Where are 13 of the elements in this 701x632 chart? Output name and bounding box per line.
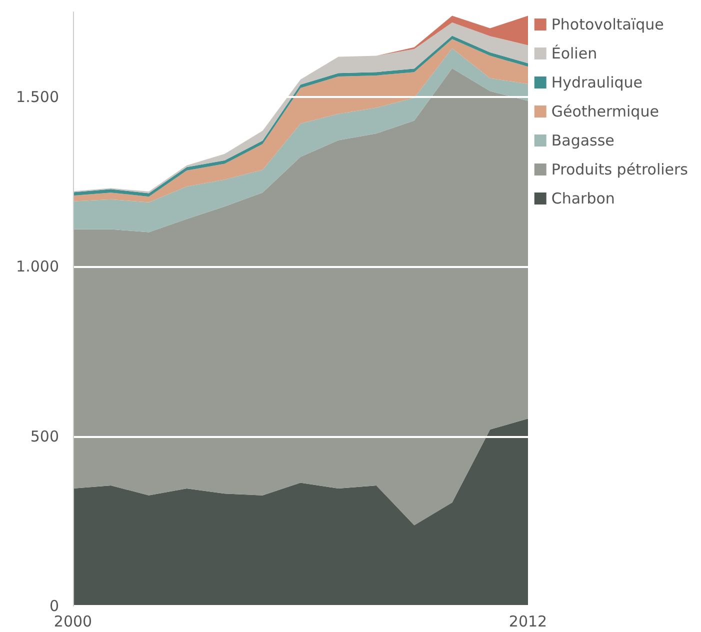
legend-label: Photovoltaïque [551, 16, 664, 34]
x-tick-label: 2000 [54, 612, 92, 630]
legend-label: Bagasse [551, 132, 614, 150]
y-tick-label: 1.000 [16, 258, 59, 276]
legend-label: Hydraulique [551, 74, 642, 92]
y-tick-label: 1.500 [16, 88, 59, 106]
legend-label: Géothermique [551, 102, 659, 120]
y-tick-label: 0 [49, 597, 59, 615]
y-tick-label: 500 [30, 427, 59, 446]
legend-label: Charbon [551, 190, 615, 208]
x-tick-label: 2012 [508, 612, 548, 630]
legend-label: Produits pétroliers [551, 160, 688, 178]
legend-label: Éolien [551, 44, 598, 62]
